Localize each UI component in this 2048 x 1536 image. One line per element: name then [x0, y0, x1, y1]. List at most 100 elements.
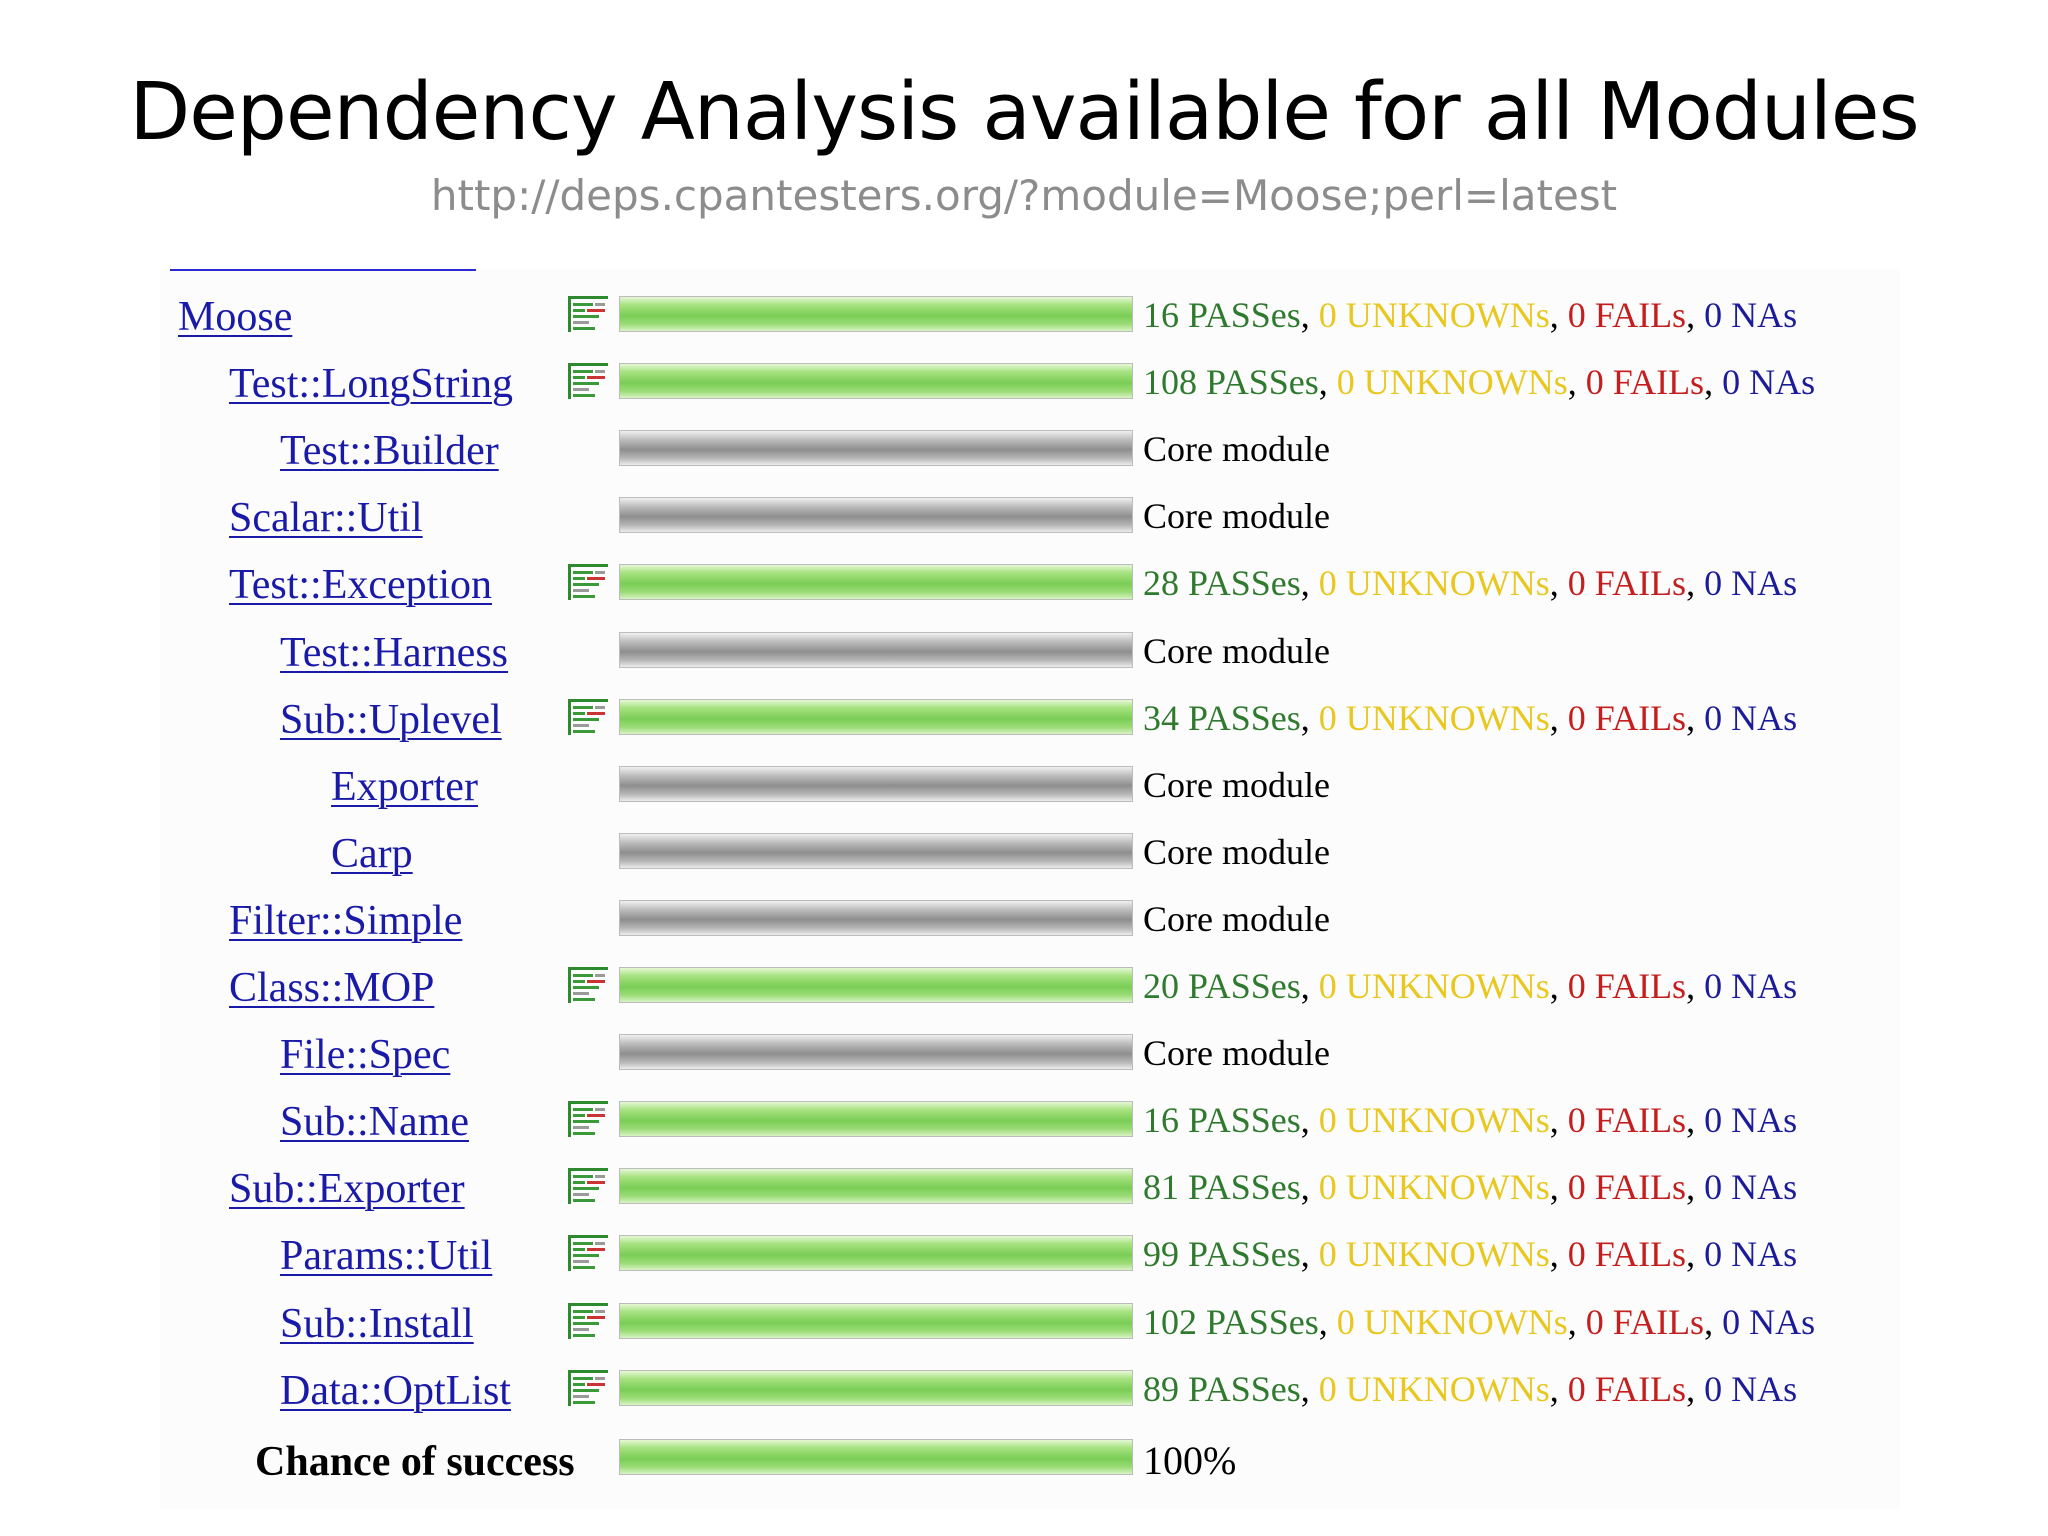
pass-count: 34 PASSes [1143, 697, 1301, 738]
separator: , [1686, 1368, 1705, 1409]
core-module-label: Core module [1143, 831, 1330, 872]
module-link[interactable]: Sub::Name [280, 1099, 469, 1146]
module-row: Carp Core module [0, 820, 2048, 887]
separator: , [1300, 563, 1319, 604]
na-count: 0 NAs [1722, 362, 1816, 403]
test-status: 34 PASSes, 0 UNKNOWNs, 0 FAILs, 0 NAs [1143, 697, 1797, 739]
fail-count: 0 FAILs [1567, 1368, 1687, 1409]
core-module-label: Core module [1143, 764, 1330, 805]
header-divider [170, 269, 476, 271]
pass-rate-bar [619, 1235, 1133, 1272]
test-status: Core module [1143, 764, 1330, 806]
test-report-icon[interactable] [567, 1301, 609, 1341]
unknown-count: 0 UNKNOWNs [1318, 1368, 1550, 1409]
na-count: 0 NAs [1704, 1368, 1798, 1409]
fail-count: 0 FAILs [1567, 966, 1687, 1006]
module-link[interactable]: Sub::Exporter [229, 1166, 465, 1213]
pass-rate-bar [619, 296, 1133, 332]
test-status: Core module [1143, 1032, 1330, 1074]
core-module-bar [619, 430, 1133, 467]
test-report-icon[interactable] [567, 361, 609, 401]
core-module-bar-fill [620, 498, 1132, 533]
core-module-label: Core module [1143, 898, 1330, 939]
test-report-icon[interactable] [567, 294, 609, 334]
unknown-count: 0 UNKNOWNs [1318, 563, 1550, 604]
test-report-icon[interactable] [567, 1233, 609, 1273]
test-report-icon[interactable] [567, 1099, 609, 1139]
separator: , [1318, 1301, 1337, 1342]
test-status: Core module [1143, 495, 1330, 537]
separator: , [1300, 966, 1319, 1006]
pass-rate-bar-fill [620, 1169, 1132, 1204]
core-module-label: Core module [1143, 429, 1330, 470]
test-report-icon[interactable] [567, 1368, 609, 1408]
chance-of-success-value: 100% [1143, 1437, 1237, 1483]
test-status: 28 PASSes, 0 UNKNOWNs, 0 FAILs, 0 NAs [1143, 562, 1797, 604]
separator: , [1567, 362, 1586, 403]
separator: , [1300, 697, 1319, 738]
module-link[interactable]: Data::OptList [280, 1367, 511, 1414]
pass-rate-bar-fill [620, 364, 1132, 399]
module-link[interactable]: Moose [178, 294, 293, 340]
slide-title: Dependency Analysis available for all Mo… [129, 66, 1919, 158]
slide-url: http://deps.cpantesters.org/?module=Moos… [430, 171, 1618, 220]
module-link[interactable]: Carp [331, 830, 413, 877]
module-row: Scalar::Util Core module [0, 484, 2048, 551]
pass-rate-bar [619, 967, 1133, 1003]
separator: , [1549, 1368, 1568, 1409]
fail-count: 0 FAILs [1567, 697, 1687, 738]
test-status: 16 PASSes, 0 UNKNOWNs, 0 FAILs, 0 NAs [1143, 1099, 1797, 1141]
module-link[interactable]: Sub::Uplevel [280, 696, 502, 743]
core-module-label: Core module [1143, 630, 1330, 671]
test-status: Core module [1143, 428, 1330, 470]
separator: , [1704, 1301, 1723, 1342]
test-status: 108 PASSes, 0 UNKNOWNs, 0 FAILs, 0 NAs [1143, 361, 1815, 403]
test-report-icon[interactable] [567, 1166, 609, 1206]
separator: , [1549, 1100, 1568, 1141]
module-link[interactable]: Params::Util [280, 1233, 493, 1280]
module-link[interactable]: File::Spec [280, 1032, 451, 1079]
core-module-bar-fill [620, 833, 1132, 868]
unknown-count: 0 UNKNOWNs [1336, 362, 1568, 403]
pass-rate-bar [619, 363, 1133, 400]
module-link[interactable]: Exporter [331, 763, 478, 810]
module-link[interactable]: Test::LongString [229, 361, 514, 408]
pass-rate-bar [619, 564, 1133, 601]
separator: , [1686, 1167, 1705, 1208]
test-status: 20 PASSes, 0 UNKNOWNs, 0 FAILs, 0 NAs [1143, 965, 1797, 1007]
module-link[interactable]: Filter::Simple [229, 897, 463, 944]
core-module-bar-fill [620, 766, 1132, 801]
unknown-count: 0 UNKNOWNs [1318, 295, 1550, 335]
test-status: 102 PASSes, 0 UNKNOWNs, 0 FAILs, 0 NAs [1143, 1301, 1815, 1343]
module-link[interactable]: Test::Exception [229, 562, 492, 609]
module-link[interactable]: Class::MOP [229, 965, 435, 1011]
module-row: Params::Util 99 PASSes, 0 UNKNOWNs, 0 FAI… [0, 1222, 2048, 1289]
na-count: 0 NAs [1704, 1100, 1798, 1141]
module-row: Sub::Install 102 PASSes, 0 UNKNOWNs, 0 FA… [0, 1290, 2048, 1357]
module-link[interactable]: Scalar::Util [229, 495, 423, 542]
module-row: Exporter Core module [0, 753, 2048, 820]
module-link[interactable]: Test::Builder [280, 428, 499, 475]
pass-rate-bar [619, 1369, 1133, 1406]
separator: , [1318, 362, 1337, 403]
module-row: Sub::Name 16 PASSes, 0 UNKNOWNs, 0 FAILs,… [0, 1088, 2048, 1155]
unknown-count: 0 UNKNOWNs [1336, 1301, 1568, 1342]
core-module-bar-fill [620, 900, 1132, 935]
module-link[interactable]: Test::Harness [280, 629, 509, 676]
na-count: 0 NAs [1704, 1167, 1798, 1208]
separator: , [1300, 1100, 1319, 1141]
pass-count: 108 PASSes [1143, 362, 1319, 403]
separator: , [1300, 295, 1319, 335]
test-report-icon[interactable] [567, 562, 609, 602]
separator: , [1549, 1167, 1568, 1208]
pass-rate-bar-fill [620, 1236, 1132, 1271]
success-summary-row: Chance of success 100% [0, 1426, 2048, 1493]
na-count: 0 NAs [1704, 563, 1798, 604]
module-link[interactable]: Sub::Install [280, 1300, 474, 1347]
na-count: 0 NAs [1704, 697, 1798, 738]
core-module-label: Core module [1143, 1033, 1330, 1074]
separator: , [1549, 697, 1568, 738]
separator: , [1549, 295, 1568, 335]
test-report-icon[interactable] [567, 965, 609, 1005]
test-report-icon[interactable] [567, 697, 609, 737]
